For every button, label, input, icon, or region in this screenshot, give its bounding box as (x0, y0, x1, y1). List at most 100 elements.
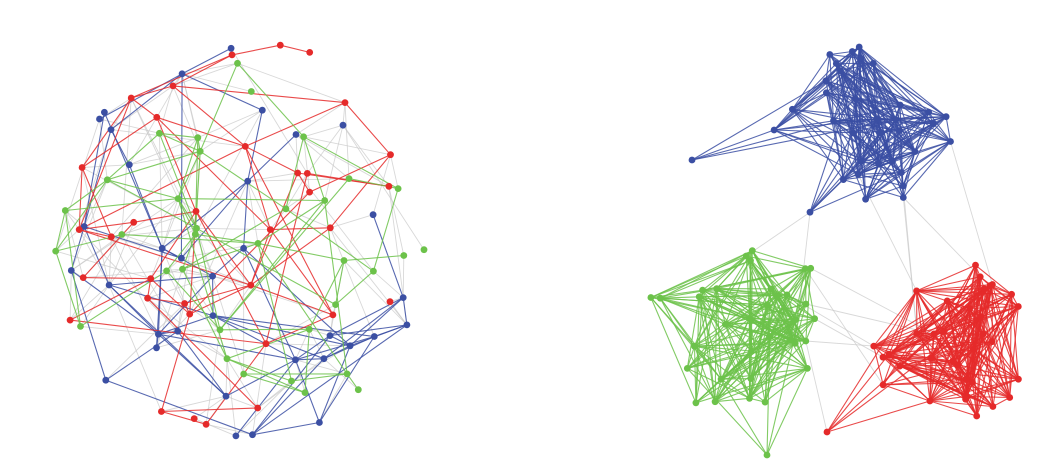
edge-between (55, 229, 80, 252)
node-blue (370, 333, 378, 340)
edge-red (929, 400, 978, 417)
edge-red (82, 221, 135, 279)
edge-blue (791, 108, 952, 143)
edge-red (160, 313, 191, 413)
edge-between (78, 129, 112, 231)
edge-green (698, 296, 722, 380)
edge-green (751, 250, 812, 269)
edge-green (724, 323, 752, 352)
edge-green (166, 270, 221, 331)
edge-red (882, 356, 932, 359)
edge-blue (857, 140, 952, 175)
edge-blue (825, 92, 835, 122)
node-blue (102, 376, 110, 384)
edge-blue (323, 297, 404, 360)
edge-layer (55, 44, 425, 437)
edge-between (55, 118, 100, 252)
edge-red (991, 283, 1019, 380)
edge-blue (157, 333, 227, 397)
edge-between (342, 124, 390, 187)
node-green (300, 133, 307, 141)
edge-between (390, 154, 399, 190)
node-blue (896, 101, 904, 109)
node-green (194, 134, 202, 142)
edge-red (982, 283, 993, 335)
edge-layer (650, 46, 1019, 456)
edge-blue (212, 315, 325, 360)
node-blue (929, 120, 937, 128)
edge-between (81, 164, 130, 168)
edge-red (916, 264, 977, 292)
node-green (791, 339, 799, 347)
edge-blue (294, 335, 375, 361)
edge-green (55, 209, 66, 252)
edge-green (177, 150, 201, 200)
node-blue (822, 77, 830, 85)
node-green (332, 301, 339, 308)
edge-blue (809, 171, 902, 213)
edge-green (686, 345, 696, 369)
edge-green (659, 296, 700, 299)
node-red (386, 298, 394, 306)
edge-blue (858, 46, 947, 118)
edge-green (226, 358, 306, 394)
edge-blue (70, 269, 107, 381)
edge-between (285, 208, 331, 229)
node-red (254, 404, 262, 412)
edge-red (156, 116, 271, 231)
node-blue (857, 158, 865, 165)
node-green (174, 195, 182, 203)
edge-blue (899, 104, 952, 143)
edge-between (180, 233, 196, 259)
edge-red (244, 145, 299, 174)
node-blue (862, 195, 869, 203)
edge-blue (829, 53, 835, 122)
edge-green (786, 294, 816, 320)
edge-between (160, 395, 227, 412)
edge-between (247, 172, 299, 182)
edge-blue (247, 133, 297, 182)
edge-green (177, 198, 198, 229)
edge-blue (235, 359, 297, 437)
edge-between (181, 73, 252, 92)
edge-blue (832, 57, 862, 122)
edge-red (957, 307, 971, 366)
node-red (930, 330, 938, 338)
edge-blue (157, 333, 297, 361)
edge-red (974, 264, 1013, 295)
edge-red (78, 145, 246, 231)
node-green (254, 240, 262, 247)
edge-red (130, 85, 174, 99)
node-green (394, 185, 402, 193)
node-blue (178, 254, 185, 262)
node-green (748, 347, 755, 355)
edge-blue (157, 247, 163, 335)
edge-blue (691, 129, 775, 161)
node-red (1014, 303, 1022, 310)
node-red (989, 281, 996, 288)
edge-between (329, 214, 374, 229)
edge-red (130, 97, 158, 118)
edge-blue (825, 92, 897, 121)
edge-blue (880, 116, 947, 134)
edge-red (916, 290, 932, 359)
edge-blue (945, 116, 952, 143)
node-blue (320, 355, 328, 363)
node-green (802, 265, 809, 272)
edge-between (247, 178, 350, 182)
edge-between (197, 109, 263, 139)
node-green (163, 267, 171, 275)
edge-red (899, 364, 959, 367)
node-red (976, 273, 984, 281)
edge-blue (773, 120, 835, 131)
edge-green (764, 367, 808, 403)
node-green (301, 389, 309, 396)
edge-green (650, 296, 750, 319)
edge-blue (105, 330, 179, 381)
node-red (980, 285, 988, 292)
edge-blue (773, 108, 793, 131)
node-blue (830, 117, 837, 125)
node-red (329, 311, 337, 319)
edge-red (899, 365, 967, 380)
